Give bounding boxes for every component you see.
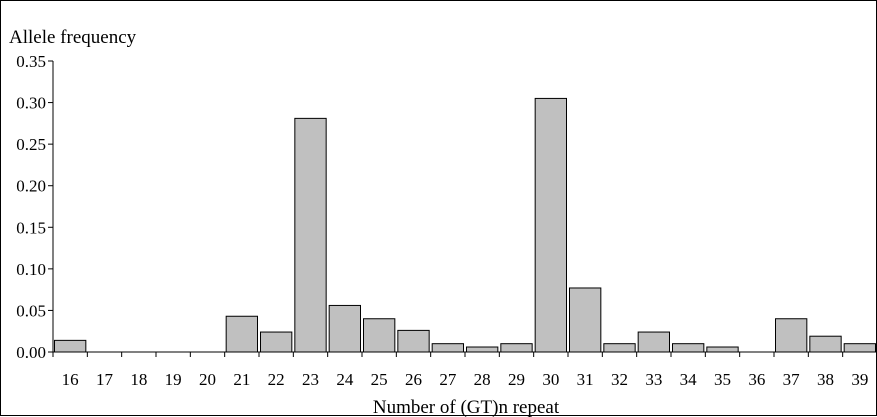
bar-23 [294,117,327,353]
x-tick-label: 38 [817,370,834,389]
x-tick-label: 26 [405,370,422,389]
bar-22 [260,331,293,353]
bar-24 [328,304,361,353]
x-tick-label: 22 [268,370,285,389]
x-tick-label: 37 [783,370,801,389]
bar-39 [843,343,877,353]
bar-21 [225,315,259,353]
bar-29 [500,343,533,353]
bar-34 [672,343,705,353]
bar-37 [775,318,808,353]
x-tick-label: 19 [165,370,182,389]
y-tick-label: 0.00 [16,343,46,362]
x-tick-label: 21 [233,370,250,389]
bar-33 [637,331,671,353]
y-tick-label: 0.30 [16,94,46,113]
x-tick-label: 25 [371,370,388,389]
x-tick-label: 17 [96,370,114,389]
x-tick-label: 34 [680,370,698,389]
x-tick-label: 24 [336,370,354,389]
y-tick-label: 0.25 [16,135,46,154]
bar-35 [706,346,739,353]
x-tick-label: 32 [611,370,628,389]
y-tick-label: 0.05 [16,301,46,320]
bars [54,97,877,353]
y-tick-label: 0.10 [16,260,46,279]
bar-25 [363,318,396,353]
x-tick-label: 23 [302,370,319,389]
x-tick-label: 39 [851,370,868,389]
y-tick-label: 0.20 [16,177,46,196]
y-axis-label: Allele frequency [9,27,137,48]
x-tick-label: 18 [130,370,147,389]
x-tick-label: 33 [645,370,662,389]
bar-38 [809,335,842,353]
bar-32 [603,343,636,353]
bar-27 [431,343,464,353]
x-tick-label: 35 [714,370,731,389]
x-axis-label: Number of (GT)n repeat [373,397,560,417]
x-tick-label: 30 [542,370,559,389]
bar-28 [466,346,499,353]
x-tick-label: 29 [508,370,525,389]
bar-30 [534,97,568,353]
bar-26 [397,329,430,353]
x-tick-label: 36 [748,370,765,389]
x-tick-label: 16 [62,370,79,389]
bar-31 [569,287,602,353]
x-tick-label: 27 [439,370,457,389]
bar-16 [54,339,87,353]
x-tick-label: 31 [577,370,594,389]
x-tick-label: 28 [474,370,491,389]
y-axis: 0.00 0.05 0.10 0.15 0.20 0.25 0.30 0.35 [16,52,54,362]
y-tick-label: 0.15 [16,218,46,237]
x-tick-label: 20 [199,370,216,389]
x-axis: 16 17 18 19 20 21 22 23 24 25 26 27 28 29 30 31 32 33 34 35… [52,351,877,389]
y-tick-label: 0.35 [16,52,46,71]
